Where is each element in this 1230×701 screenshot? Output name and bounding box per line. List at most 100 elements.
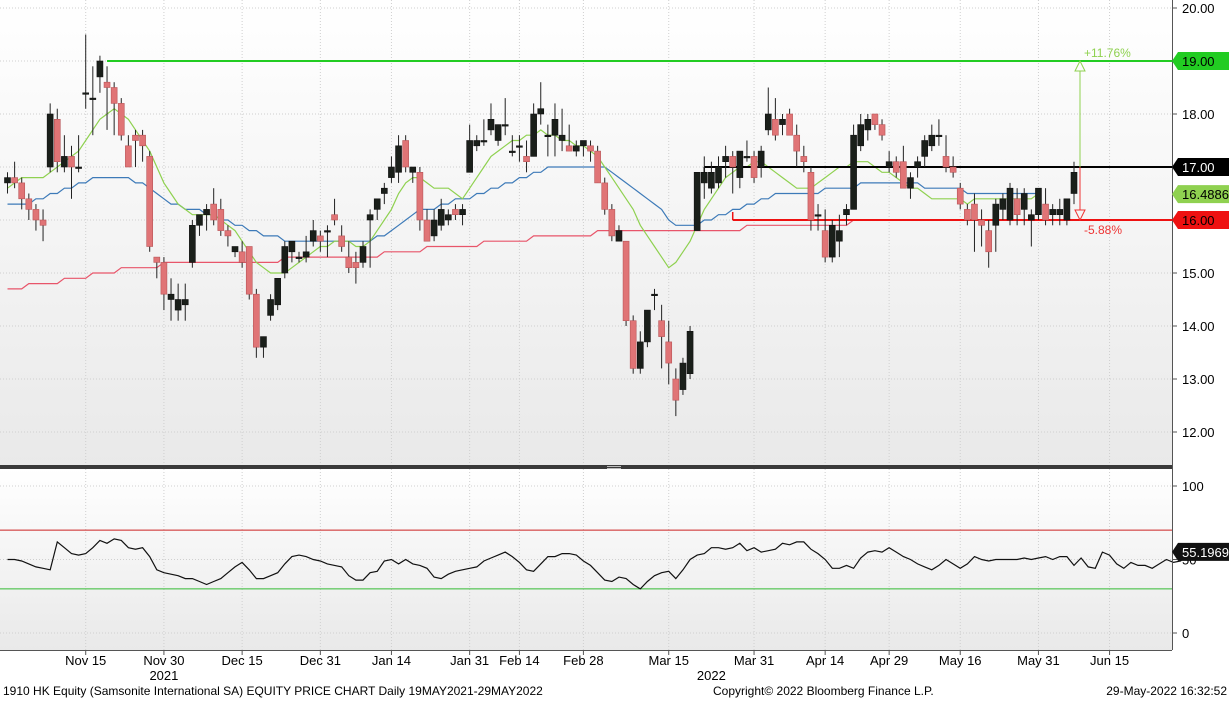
candle-body bbox=[665, 341, 673, 364]
candle-body bbox=[971, 203, 978, 221]
candle-body bbox=[174, 299, 182, 311]
horizontal-levels bbox=[107, 60, 1172, 221]
candle-body bbox=[828, 225, 836, 258]
candle-body bbox=[4, 177, 11, 184]
candle-body bbox=[373, 198, 381, 210]
candle-body bbox=[1056, 209, 1064, 215]
last-price-value-label: 16.4886 bbox=[1182, 187, 1229, 202]
rsi-y-tick-label: 100 bbox=[1182, 479, 1204, 494]
candle-body bbox=[224, 230, 232, 237]
rsi-line bbox=[7, 538, 1189, 590]
candle-body bbox=[786, 113, 793, 136]
candle-body bbox=[651, 293, 658, 297]
candle-body bbox=[1042, 203, 1049, 221]
candle-body bbox=[103, 81, 111, 88]
candle-body bbox=[402, 140, 409, 168]
candle-body bbox=[331, 214, 338, 221]
candle-body bbox=[189, 225, 196, 263]
candle-body bbox=[636, 341, 644, 369]
rsi-last-value-box bbox=[1172, 542, 1229, 561]
candle-body bbox=[423, 219, 431, 242]
candle-body bbox=[836, 230, 843, 242]
candle-body bbox=[160, 262, 168, 295]
candle-body bbox=[18, 182, 26, 200]
candle-body bbox=[267, 299, 274, 316]
level-value-box bbox=[1172, 158, 1229, 176]
candle-body bbox=[181, 299, 189, 306]
x-tick-label: May 31 bbox=[1017, 653, 1060, 668]
candle-body bbox=[117, 103, 125, 136]
candle-body bbox=[409, 166, 417, 173]
candle-body bbox=[39, 219, 47, 226]
candle-body bbox=[253, 293, 260, 348]
candle-body bbox=[800, 156, 808, 162]
annotations: +11.76% -5.88% bbox=[1074, 46, 1131, 237]
candle-body bbox=[551, 119, 559, 136]
candle-body bbox=[452, 209, 459, 215]
candle-body bbox=[693, 172, 701, 231]
candle-body bbox=[487, 119, 495, 131]
candle-body bbox=[587, 145, 594, 152]
candle-body bbox=[658, 320, 665, 337]
rsi-line-group bbox=[0, 529, 1189, 590]
panel-separator[interactable] bbox=[0, 465, 1172, 469]
candle-body bbox=[736, 150, 744, 178]
level-value-label: 16.00 bbox=[1182, 213, 1215, 228]
candle-body bbox=[686, 330, 694, 374]
candle-body bbox=[793, 134, 801, 152]
candle-body bbox=[1013, 198, 1021, 216]
candle-body bbox=[708, 172, 715, 189]
candle-body bbox=[914, 161, 921, 168]
candle-body bbox=[985, 230, 992, 253]
candle-body bbox=[544, 134, 552, 137]
candle-body bbox=[907, 177, 914, 189]
candle-body bbox=[729, 156, 737, 168]
candle-body bbox=[900, 161, 907, 189]
candle-body bbox=[125, 145, 132, 168]
level-value-label: 17.00 bbox=[1182, 160, 1215, 175]
candle-body bbox=[274, 277, 281, 306]
candle-body bbox=[345, 256, 353, 269]
price-y-tick-label: 15.00 bbox=[1182, 266, 1215, 281]
candle-body bbox=[743, 156, 751, 159]
candle-body bbox=[89, 97, 97, 100]
candle-body bbox=[757, 150, 765, 168]
x-tick-label: Jun 15 bbox=[1090, 653, 1129, 668]
candle-body bbox=[395, 145, 402, 173]
price-y-tick-label: 12.00 bbox=[1182, 425, 1215, 440]
candle-body bbox=[1070, 172, 1078, 194]
candle-body bbox=[196, 214, 203, 226]
price-chart: +11.76%-5.88% 12.0013.0014.0015.0016.001… bbox=[0, 0, 1229, 683]
x-tick-label: Nov 30 bbox=[143, 653, 184, 668]
candle-body bbox=[416, 172, 424, 221]
axes: 12.00 13.00 14.00 15.00 16.00 17.00 18.00 19.00… bbox=[0, 0, 1229, 683]
candle-body bbox=[501, 124, 509, 127]
candle-body bbox=[978, 219, 985, 226]
candle-body bbox=[885, 161, 893, 168]
candle-body bbox=[366, 214, 374, 221]
candle-body bbox=[537, 108, 545, 115]
annotation-label: +11.76% bbox=[1084, 46, 1131, 60]
annotation-label: -5.88% bbox=[1084, 223, 1122, 237]
candle-body bbox=[523, 156, 530, 162]
x-tick-label: Feb 14 bbox=[499, 653, 539, 668]
candle-body bbox=[1035, 187, 1042, 215]
candle-body bbox=[302, 251, 310, 258]
candle-body bbox=[594, 150, 601, 184]
x-tick-label: Nov 15 bbox=[65, 653, 106, 668]
price-y-tick-label: 20.00 bbox=[1182, 1, 1215, 16]
x-tick-label: Mar 31 bbox=[734, 653, 774, 668]
candle-body bbox=[445, 214, 452, 221]
candle-body bbox=[139, 134, 146, 147]
candle-body bbox=[388, 166, 395, 178]
x-tick-label: Jan 14 bbox=[372, 653, 411, 668]
price-y-tick-label: 13.00 bbox=[1182, 372, 1215, 387]
candle-body bbox=[949, 166, 957, 173]
candle-body bbox=[466, 140, 473, 173]
price-y-tick-label: 14.00 bbox=[1182, 319, 1215, 334]
candle-body bbox=[110, 87, 118, 104]
candle-body bbox=[61, 156, 68, 168]
candle-body bbox=[864, 119, 872, 131]
candle-body bbox=[516, 145, 523, 148]
candle-body bbox=[82, 92, 90, 95]
